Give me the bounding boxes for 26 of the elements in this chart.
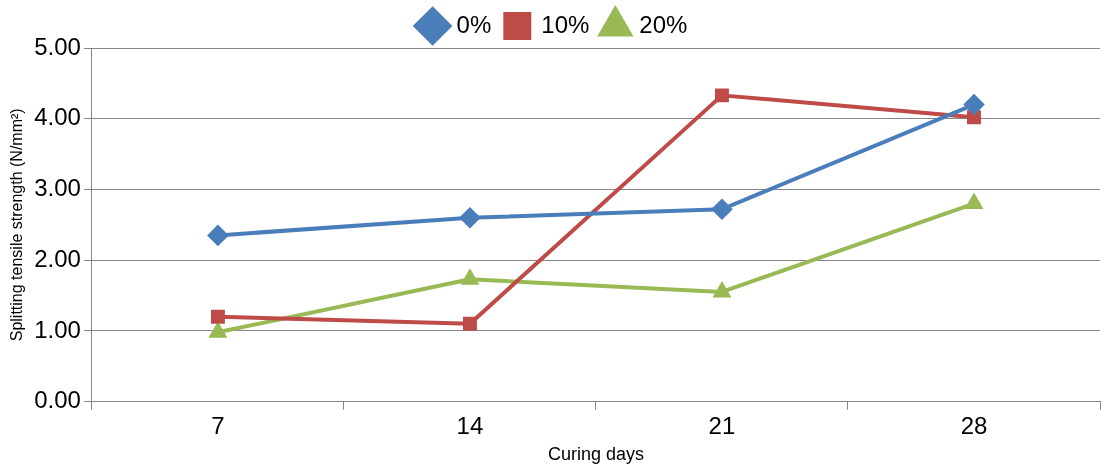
point (459, 207, 480, 228)
legend-label: 20% (639, 10, 688, 38)
point (967, 110, 981, 125)
point (963, 94, 984, 115)
y-axis-title: Splitting tensile strength (N/mm²) (8, 108, 26, 342)
y-tick-label: 5.00 (34, 32, 81, 60)
y-tick-label: 4.00 (34, 103, 81, 131)
x-tick-label: 7 (211, 411, 225, 439)
point (207, 225, 228, 246)
x-axis-title: Curing days (547, 444, 644, 465)
point (715, 88, 729, 103)
point (463, 316, 477, 331)
x-tick-label: 21 (708, 411, 736, 439)
y-tick-label: 0.00 (34, 386, 81, 414)
point (711, 199, 732, 220)
y-tick-label: 2.00 (34, 244, 81, 272)
y-tick-label: 3.00 (34, 174, 81, 202)
point (210, 309, 225, 324)
y-tick-label: 1.00 (34, 315, 81, 343)
point (713, 282, 731, 298)
legend-label: 0% (456, 10, 492, 38)
point (461, 270, 479, 285)
x-tick-label: 28 (960, 411, 988, 439)
point (209, 323, 226, 338)
x-tick-label: 14 (456, 411, 484, 439)
legend-label: 10% (541, 10, 590, 38)
